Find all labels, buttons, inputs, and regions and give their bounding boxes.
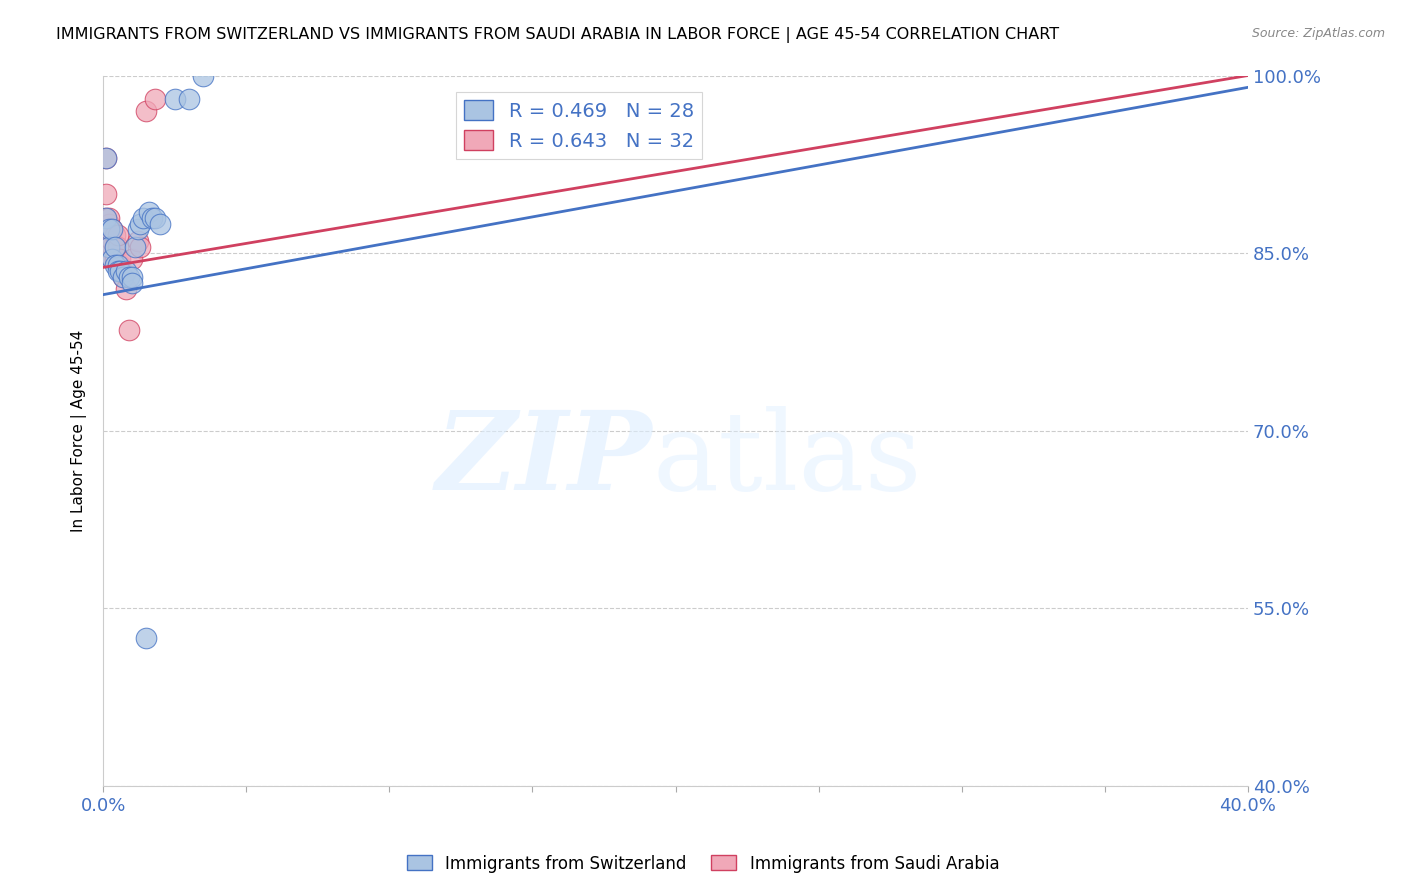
Point	[112, 269, 135, 284]
Point	[97, 211, 120, 225]
Point	[94, 186, 117, 201]
Point	[143, 92, 166, 106]
Point	[101, 252, 124, 266]
Point	[101, 240, 124, 254]
Point	[110, 258, 132, 272]
Point	[115, 264, 138, 278]
Point	[127, 222, 149, 236]
Point	[177, 92, 200, 106]
Point	[97, 235, 120, 249]
Text: ZIP: ZIP	[436, 406, 652, 513]
Point	[101, 235, 124, 249]
Point	[141, 211, 163, 225]
Point	[101, 252, 124, 266]
Text: Source: ZipAtlas.com: Source: ZipAtlas.com	[1251, 27, 1385, 40]
Point	[163, 92, 186, 106]
Legend: Immigrants from Switzerland, Immigrants from Saudi Arabia: Immigrants from Switzerland, Immigrants …	[399, 848, 1007, 880]
Point	[94, 152, 117, 166]
Point	[94, 240, 117, 254]
Point	[110, 264, 132, 278]
Text: atlas: atlas	[652, 406, 922, 513]
Point	[115, 282, 138, 296]
Point	[104, 240, 127, 254]
Point	[121, 252, 143, 266]
Point	[94, 222, 117, 236]
Point	[121, 269, 143, 284]
Point	[97, 217, 120, 231]
Point	[94, 211, 117, 225]
Point	[94, 211, 117, 225]
Point	[129, 240, 152, 254]
Point	[94, 228, 117, 243]
Point	[132, 211, 155, 225]
Point	[104, 240, 127, 254]
Point	[107, 240, 129, 254]
Point	[124, 240, 146, 254]
Y-axis label: In Labor Force | Age 45-54: In Labor Force | Age 45-54	[72, 330, 87, 532]
Point	[127, 235, 149, 249]
Point	[104, 228, 127, 243]
Point	[107, 228, 129, 243]
Point	[149, 217, 172, 231]
Legend: R = 0.469   N = 28, R = 0.643   N = 32: R = 0.469 N = 28, R = 0.643 N = 32	[457, 93, 702, 159]
Point	[107, 258, 129, 272]
Point	[107, 264, 129, 278]
Point	[94, 235, 117, 249]
Point	[129, 217, 152, 231]
Point	[118, 269, 141, 284]
Point	[112, 269, 135, 284]
Point	[193, 69, 215, 83]
Point	[135, 631, 157, 645]
Point	[97, 228, 120, 243]
Point	[101, 222, 124, 236]
Point	[101, 222, 124, 236]
Point	[121, 276, 143, 290]
Point	[118, 323, 141, 337]
Point	[97, 240, 120, 254]
Point	[138, 204, 160, 219]
Point	[110, 252, 132, 266]
Text: IMMIGRANTS FROM SWITZERLAND VS IMMIGRANTS FROM SAUDI ARABIA IN LABOR FORCE | AGE: IMMIGRANTS FROM SWITZERLAND VS IMMIGRANT…	[56, 27, 1059, 43]
Point	[97, 222, 120, 236]
Point	[104, 258, 127, 272]
Point	[94, 152, 117, 166]
Point	[107, 258, 129, 272]
Point	[135, 103, 157, 118]
Point	[97, 240, 120, 254]
Point	[104, 252, 127, 266]
Point	[143, 211, 166, 225]
